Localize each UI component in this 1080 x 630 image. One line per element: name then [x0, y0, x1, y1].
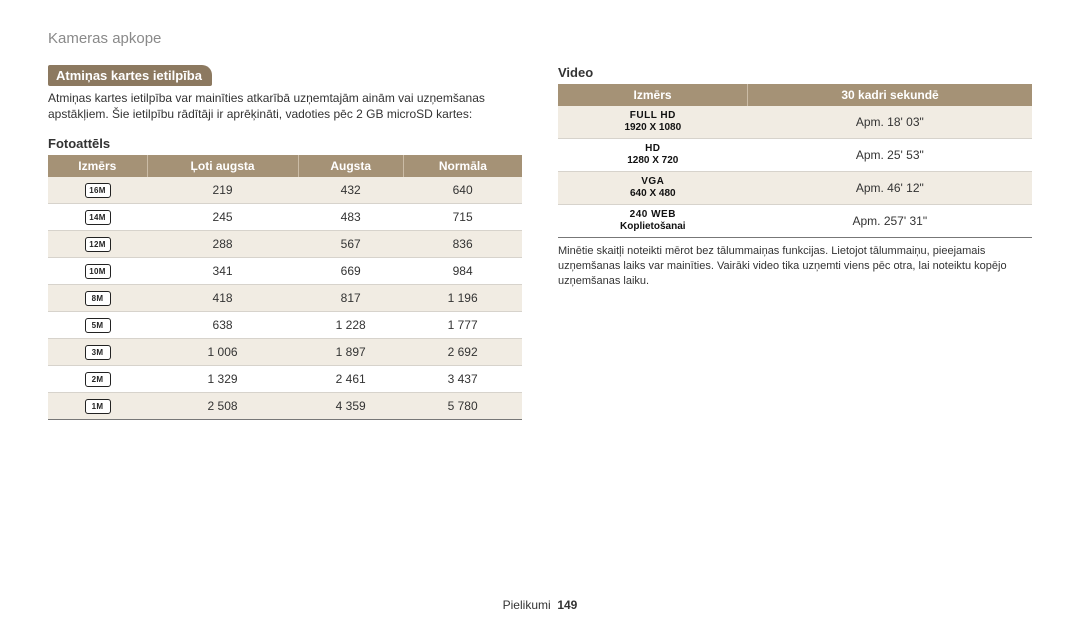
photo-table: IzmērsĻoti augstaAugstaNormāla 16M219432…: [48, 155, 522, 420]
video-subhead: Video: [558, 65, 1032, 80]
video-footnote: Minētie skaitļi noteikti mērot bez tālum…: [558, 244, 1032, 289]
video-badge-icon: 240 WEB: [630, 210, 676, 221]
table-row: 16M219432640: [48, 177, 522, 204]
photo-col-0: Izmērs: [48, 155, 147, 177]
photo-subhead: Fotoattēls: [48, 136, 522, 151]
video-resolution: 1920 X 1080: [624, 123, 681, 134]
size-icon: 5M: [85, 318, 111, 333]
size-icon: 3M: [85, 345, 111, 360]
video-resolution: 640 X 480: [630, 189, 676, 200]
table-row: 3M1 0061 8972 692: [48, 339, 522, 366]
page-footer: Pielikumi 149: [0, 598, 1080, 612]
table-row: 5M6381 2281 777: [48, 312, 522, 339]
table-row: 8M4188171 196: [48, 285, 522, 312]
breadcrumb: Kameras apkope: [48, 30, 1032, 47]
intro-text: Atmiņas kartes ietilpība var mainīties a…: [48, 90, 522, 122]
video-badge-icon: FULL HD: [630, 111, 676, 122]
photo-col-3: Normāla: [403, 155, 522, 177]
table-row: 1M2 5084 3595 780: [48, 393, 522, 420]
size-icon: 12M: [85, 237, 111, 252]
table-row: 2M1 3292 4613 437: [48, 366, 522, 393]
video-table: Izmērs30 kadri sekundē FULL HD1920 X 108…: [558, 84, 1032, 238]
size-icon: 14M: [85, 210, 111, 225]
pager-label: Pielikumi: [503, 598, 551, 612]
left-column: Atmiņas kartes ietilpība Atmiņas kartes …: [48, 65, 522, 420]
pager-number: 149: [557, 598, 577, 612]
photo-col-1: Ļoti augsta: [147, 155, 298, 177]
video-resolution: Koplietošanai: [620, 222, 686, 233]
size-icon: 1M: [85, 399, 111, 414]
table-row: 240 WEBKoplietošanaiApm. 257' 31": [558, 205, 1032, 238]
size-icon: 16M: [85, 183, 111, 198]
table-row: 14M245483715: [48, 204, 522, 231]
table-row: VGA640 X 480Apm. 46' 12": [558, 172, 1032, 205]
section-bar: Atmiņas kartes ietilpība: [48, 65, 212, 86]
video-badge-icon: HD: [645, 144, 660, 155]
table-row: FULL HD1920 X 1080Apm. 18' 03": [558, 106, 1032, 139]
size-icon: 8M: [85, 291, 111, 306]
video-badge-icon: VGA: [641, 177, 664, 188]
size-icon: 10M: [85, 264, 111, 279]
table-row: HD1280 X 720Apm. 25' 53": [558, 139, 1032, 172]
table-row: 10M341669984: [48, 258, 522, 285]
size-icon: 2M: [85, 372, 111, 387]
table-row: 12M288567836: [48, 231, 522, 258]
video-resolution: 1280 X 720: [627, 156, 678, 167]
video-col-1: 30 kadri sekundē: [748, 84, 1032, 106]
photo-col-2: Augsta: [298, 155, 403, 177]
right-column: Video Izmērs30 kadri sekundē FULL HD1920…: [558, 65, 1032, 420]
video-col-0: Izmērs: [558, 84, 748, 106]
